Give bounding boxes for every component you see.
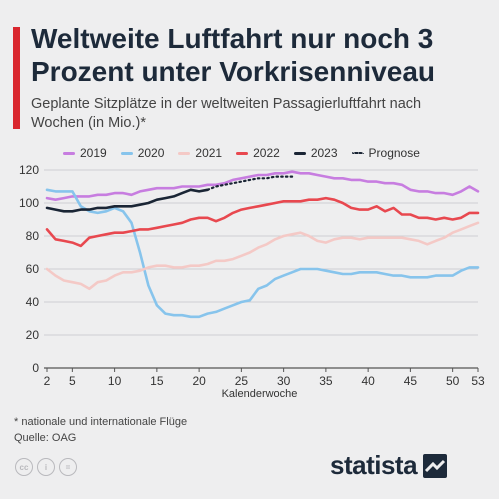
x-tick-label: 30 bbox=[277, 374, 291, 388]
series-line-2020 bbox=[45, 188, 480, 319]
legend-label: 2023 bbox=[310, 146, 338, 160]
equals-icon[interactable]: = bbox=[59, 458, 77, 476]
legend-item-2023[interactable]: 2023 bbox=[293, 146, 338, 160]
cc-icon[interactable]: cc bbox=[15, 458, 33, 476]
y-tick-label: 20 bbox=[26, 328, 40, 342]
statista-logo-icon bbox=[423, 453, 448, 478]
legend-swatch bbox=[178, 151, 191, 155]
series-line-2021 bbox=[45, 221, 480, 291]
y-tick-label: 0 bbox=[32, 361, 39, 375]
legend-label: 2019 bbox=[80, 146, 107, 160]
chart-subtitle: Geplante Sitzplätze in der weltweiten Pa… bbox=[31, 96, 422, 131]
legend-swatch bbox=[63, 151, 75, 155]
x-tick-label: 15 bbox=[150, 374, 164, 388]
license-icons: cc i = bbox=[15, 458, 77, 476]
x-tick-label: 45 bbox=[404, 374, 418, 388]
legend-swatch bbox=[236, 151, 249, 155]
legend-item-2020[interactable]: 2020 bbox=[120, 146, 165, 160]
legend-item-2019[interactable]: 2019 bbox=[63, 146, 107, 160]
x-tick-label: 40 bbox=[361, 374, 375, 388]
legend-item-2021[interactable]: 2021 bbox=[178, 146, 222, 160]
chart-legend: 2019 2020 2021 2022 2023 Prognose bbox=[63, 146, 420, 160]
x-axis-label: Kalenderwoche bbox=[221, 388, 298, 400]
legend-swatch bbox=[351, 152, 364, 154]
x-tick-label: 2 bbox=[44, 374, 51, 388]
x-tick-label: 25 bbox=[235, 374, 249, 388]
legend-label: Prognose bbox=[368, 146, 420, 160]
x-tick-label: 10 bbox=[108, 374, 122, 388]
series-line-2022 bbox=[45, 196, 480, 248]
series-line-prognose bbox=[206, 175, 294, 191]
footnote-block: * nationale und internationale Flüge Que… bbox=[14, 414, 187, 446]
chart-title: Weltweite Luftfahrt nur noch 3 Prozent u… bbox=[31, 23, 436, 87]
legend-item-2022[interactable]: 2022 bbox=[236, 146, 280, 160]
legend-swatch bbox=[293, 151, 306, 155]
x-tick-label: 20 bbox=[192, 374, 206, 388]
y-tick-label: 80 bbox=[26, 229, 40, 243]
statista-brand[interactable]: statista bbox=[330, 450, 448, 481]
legend-swatch bbox=[120, 151, 133, 155]
title-accent-bar bbox=[13, 27, 20, 129]
x-tick-label: 53 bbox=[471, 374, 485, 388]
legend-label: 2022 bbox=[253, 146, 280, 160]
y-tick-label: 100 bbox=[19, 196, 39, 210]
x-tick-label: 35 bbox=[319, 374, 333, 388]
y-tick-label: 60 bbox=[26, 262, 40, 276]
legend-label: 2020 bbox=[137, 146, 165, 160]
series-line-2019 bbox=[45, 170, 480, 201]
x-tick-label: 50 bbox=[446, 374, 460, 388]
info-icon[interactable]: i bbox=[37, 458, 55, 476]
footnote-text: * nationale und internationale Flüge bbox=[14, 416, 188, 428]
y-tick-label: 40 bbox=[26, 295, 40, 309]
legend-item-prognose[interactable]: Prognose bbox=[351, 146, 420, 160]
source-text: Quelle: OAG bbox=[14, 432, 77, 444]
y-tick-label: 120 bbox=[19, 163, 39, 177]
brand-name: statista bbox=[330, 450, 418, 480]
series-line-2023 bbox=[45, 188, 209, 213]
legend-label: 2021 bbox=[195, 146, 223, 160]
x-tick-label: 5 bbox=[69, 374, 76, 388]
